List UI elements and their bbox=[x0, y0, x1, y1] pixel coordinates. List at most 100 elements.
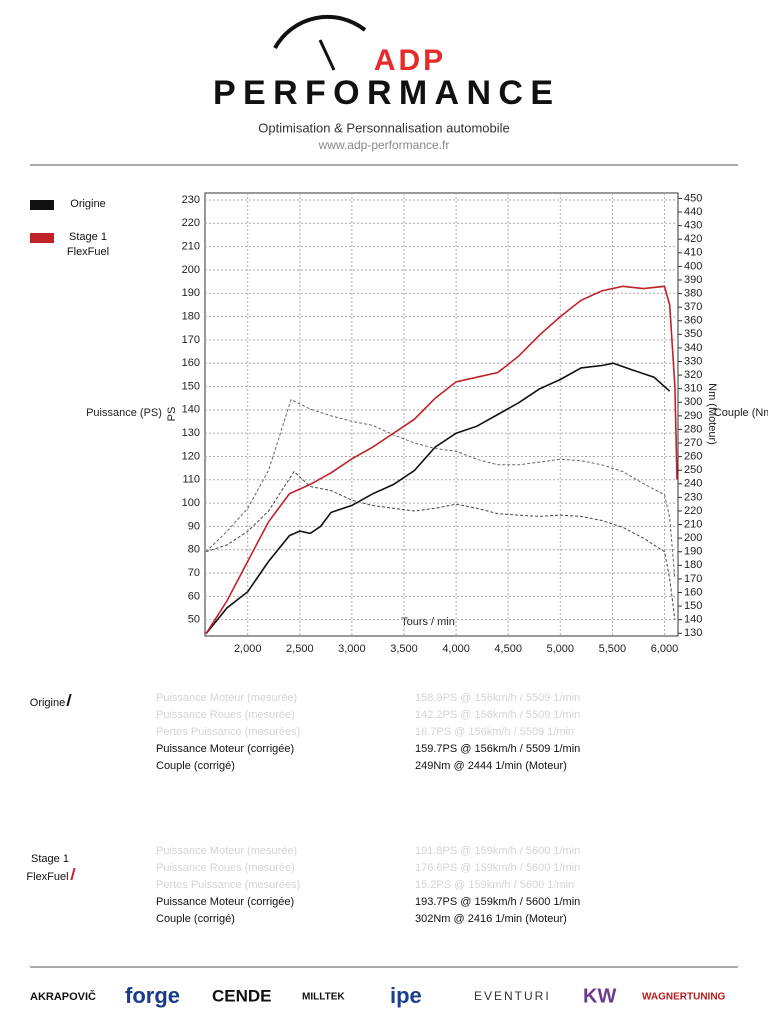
data-line bbox=[205, 285, 678, 635]
x-tick-label: 5,000 bbox=[547, 643, 575, 655]
brand-logo: EVENTURI bbox=[474, 989, 551, 1003]
brand-logo: AKRAPOVIČ bbox=[30, 990, 96, 1003]
legend-swatch bbox=[30, 233, 54, 243]
result-label: Couple (corrigé) bbox=[156, 760, 235, 772]
y2-tick-label: 310 bbox=[684, 383, 702, 395]
result-label: Pertes Puissance (mesurées) bbox=[156, 726, 300, 738]
y-tick-label: 200 bbox=[182, 264, 200, 276]
result-label: Puissance Moteur (corrigée) bbox=[156, 896, 294, 908]
result-value: 249Nm @ 2444 1/min (Moteur) bbox=[415, 760, 567, 772]
side-label: Puissance (PS) bbox=[86, 407, 162, 419]
result-label: Puissance Roues (mesurée) bbox=[156, 709, 295, 721]
result-name-text: Origine bbox=[29, 697, 66, 709]
slash-icon bbox=[69, 868, 76, 880]
brand-logo: MILLTEK bbox=[302, 992, 345, 1003]
y-tick-label: 100 bbox=[182, 497, 200, 509]
y2-tick-label: 410 bbox=[684, 247, 702, 259]
plot-frame bbox=[204, 192, 679, 637]
side-label: Couple (Nm) bbox=[714, 407, 768, 419]
y2-tick-label: 300 bbox=[684, 396, 702, 408]
result-label: Puissance Roues (mesurée) bbox=[156, 862, 295, 874]
y2-tick-label: 180 bbox=[684, 559, 702, 571]
y-tick-label: 160 bbox=[182, 357, 200, 369]
y-tick-label: 70 bbox=[188, 567, 200, 579]
y-axis-label: PS bbox=[166, 407, 178, 422]
y2-tick-label: 240 bbox=[684, 478, 702, 490]
y2-tick-label: 390 bbox=[684, 274, 702, 286]
result-name-text: Stage 1 FlexFuel bbox=[26, 853, 69, 883]
x-tick-label: 3,000 bbox=[338, 643, 366, 655]
result-label: Puissance Moteur (mesurée) bbox=[156, 692, 297, 704]
x-tick-label: 5,500 bbox=[599, 643, 627, 655]
y2-tick-label: 160 bbox=[684, 586, 702, 598]
x-tick-label: 3,500 bbox=[390, 643, 418, 655]
result-value: 302Nm @ 2416 1/min (Moteur) bbox=[415, 913, 567, 925]
y-tick-label: 120 bbox=[182, 450, 200, 462]
x-tick-label: 6,000 bbox=[651, 643, 679, 655]
x-tick-label: 2,000 bbox=[234, 643, 262, 655]
y-tick-label: 50 bbox=[188, 614, 200, 626]
result-name: Stage 1 FlexFuel bbox=[22, 850, 78, 886]
result-value: 176.6PS @ 159km/h / 5600 1/min bbox=[415, 862, 580, 874]
y2-tick-label: 360 bbox=[684, 315, 702, 327]
y2-tick-label: 190 bbox=[684, 546, 702, 558]
result-title: Stage 1 FlexFuel bbox=[22, 850, 78, 886]
result-value: 142.2PS @ 156km/h / 5509 1/min bbox=[415, 709, 580, 721]
y2-tick-label: 450 bbox=[684, 192, 702, 204]
data-line bbox=[205, 398, 676, 579]
y2-tick-label: 210 bbox=[684, 518, 702, 530]
slash-icon bbox=[66, 694, 72, 706]
brand-top: ADP bbox=[374, 44, 446, 77]
y2-tick-label: 320 bbox=[684, 369, 702, 381]
y2-tick-label: 220 bbox=[684, 505, 702, 517]
result-label: Puissance Moteur (corrigée) bbox=[156, 743, 294, 755]
y2-tick-label: 200 bbox=[684, 532, 702, 544]
brand-logo: KW bbox=[583, 985, 616, 1007]
y-tick-label: 180 bbox=[182, 310, 200, 322]
y-tick-label: 90 bbox=[188, 520, 200, 532]
logo-needle bbox=[318, 39, 336, 71]
y2-tick-label: 440 bbox=[684, 206, 702, 218]
result-name: Origine bbox=[29, 694, 72, 709]
result-value: 16.7PS @ 156km/h / 5509 1/min bbox=[415, 726, 574, 738]
brand-bottom: PERFORMANCE bbox=[213, 74, 555, 112]
y2-tick-label: 270 bbox=[684, 437, 702, 449]
y-tick-label: 190 bbox=[182, 287, 200, 299]
result-value: 193.7PS @ 159km/h / 5600 1/min bbox=[415, 896, 580, 908]
y-tick-label: 130 bbox=[182, 427, 200, 439]
x-tick-label: 2,500 bbox=[286, 643, 314, 655]
y-tick-label: 230 bbox=[182, 194, 200, 206]
y2-tick-label: 350 bbox=[684, 328, 702, 340]
result-label: Couple (corrigé) bbox=[156, 913, 235, 925]
website: www.adp-performance.fr bbox=[318, 138, 450, 152]
y2-tick-label: 290 bbox=[684, 410, 702, 422]
result-value: 159.7PS @ 156km/h / 5509 1/min bbox=[415, 743, 580, 755]
y2-tick-label: 420 bbox=[684, 233, 702, 245]
legend-label: Origine bbox=[70, 198, 106, 210]
result-label: Pertes Puissance (mesurées) bbox=[156, 879, 300, 891]
y2-tick-label: 130 bbox=[684, 627, 702, 639]
x-tick-label: 4,000 bbox=[442, 643, 470, 655]
result-value: 191.8PS @ 159km/h / 5600 1/min bbox=[415, 845, 580, 857]
legend-swatch bbox=[30, 200, 54, 210]
y2-tick-label: 150 bbox=[684, 600, 702, 612]
y-tick-label: 220 bbox=[182, 217, 200, 229]
legend-item: Origine bbox=[70, 198, 106, 210]
y2-tick-label: 140 bbox=[684, 614, 702, 626]
y2-tick-label: 230 bbox=[684, 491, 702, 503]
brand-logo: WAGNERTUNING bbox=[642, 992, 726, 1003]
y-tick-label: 150 bbox=[182, 380, 200, 392]
y2-tick-label: 430 bbox=[684, 220, 702, 232]
y2-tick-label: 260 bbox=[684, 451, 702, 463]
y-tick-label: 170 bbox=[182, 334, 200, 346]
y2-tick-label: 250 bbox=[684, 464, 702, 476]
x-tick-label: 4,500 bbox=[494, 643, 522, 655]
y2-tick-label: 370 bbox=[684, 301, 702, 313]
x-axis-label: Tours / min bbox=[401, 616, 455, 628]
data-line bbox=[205, 470, 676, 620]
tagline: Optimisation & Personnalisation automobi… bbox=[258, 120, 509, 135]
y-tick-label: 210 bbox=[182, 241, 200, 253]
y-tick-label: 110 bbox=[182, 474, 200, 486]
